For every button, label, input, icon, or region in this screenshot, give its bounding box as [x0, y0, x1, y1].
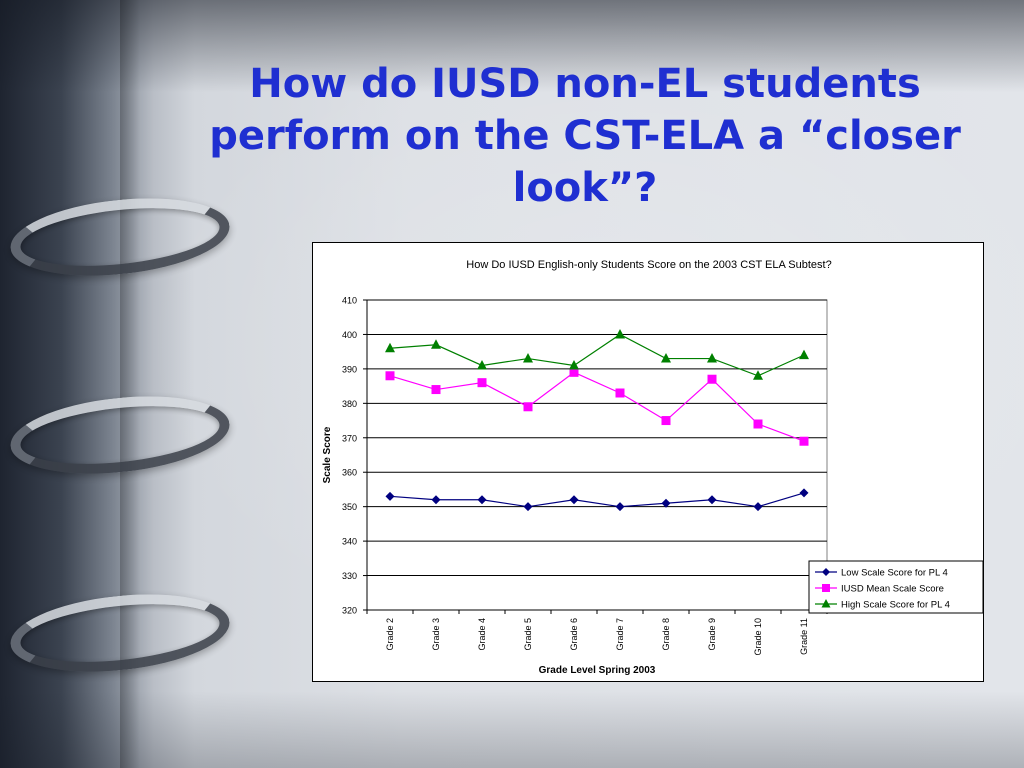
y-tick-label: 370 [342, 433, 357, 443]
data-point-diamond [615, 502, 625, 512]
data-point-diamond [523, 502, 533, 512]
data-point-triangle [799, 349, 809, 360]
data-point-square [707, 374, 717, 384]
y-tick-label: 380 [342, 399, 357, 409]
legend-label: IUSD Mean Scale Score [841, 584, 944, 595]
data-point-diamond [822, 568, 830, 576]
data-point-triangle [821, 599, 831, 608]
series-line [389, 333, 805, 377]
y-tick-label: 410 [342, 296, 357, 306]
y-tick-label: 350 [342, 502, 357, 512]
data-point-triangle [431, 339, 441, 349]
data-point-triangle [615, 328, 625, 339]
chart-title: How Do IUSD English-only Students Score … [466, 259, 831, 271]
data-point-diamond [707, 495, 717, 505]
x-tick-label: Grade 7 [615, 618, 625, 651]
series-line [389, 492, 805, 508]
slide-title: How do IUSD non-EL students perform on t… [209, 61, 961, 211]
data-point-square [661, 416, 671, 426]
data-point-square [477, 378, 487, 388]
data-point-triangle [753, 370, 763, 380]
legend-item: Low Scale Score for PL 4 [815, 568, 948, 579]
legend-item: High Scale Score for PL 4 [815, 599, 950, 611]
data-point-square [523, 402, 533, 412]
x-tick-label: Grade 3 [431, 618, 441, 651]
data-point-square [753, 419, 763, 429]
legend-label: Low Scale Score for PL 4 [841, 568, 948, 579]
legend-item: IUSD Mean Scale Score [815, 584, 944, 595]
legend-box [808, 560, 984, 614]
x-tick-label: Grade 6 [569, 618, 579, 651]
data-point-square [615, 388, 625, 398]
data-point-triangle [523, 353, 533, 363]
x-tick-label: Grade 10 [753, 618, 763, 656]
x-tick-label: Grade 8 [661, 618, 671, 651]
data-point-diamond [569, 495, 579, 505]
chart-container: How Do IUSD English-only Students Score … [312, 242, 984, 682]
series-diamond [385, 488, 809, 512]
x-tick-label: Grade 11 [799, 618, 809, 655]
x-tick-label: Grade 4 [477, 618, 487, 651]
y-tick-label: 390 [342, 364, 357, 374]
series-triangle [385, 328, 809, 380]
data-point-diamond [753, 502, 763, 512]
data-point-square [569, 367, 579, 377]
x-tick-label: Grade 9 [707, 618, 717, 651]
data-point-diamond [477, 495, 487, 505]
legend-label: High Scale Score for PL 4 [841, 600, 950, 611]
series-line [389, 371, 805, 442]
page-edge-shadow [120, 0, 140, 768]
x-tick-label: Grade 2 [385, 618, 395, 651]
data-point-triangle [707, 353, 717, 363]
x-tick-label: Grade 5 [523, 618, 533, 651]
y-tick-label: 340 [342, 537, 357, 547]
y-tick-label: 330 [342, 571, 357, 581]
data-point-square [431, 385, 441, 395]
y-tick-label: 320 [342, 606, 357, 616]
data-point-triangle [477, 359, 487, 370]
y-axis-label: Scale Score [322, 426, 333, 483]
data-point-diamond [799, 488, 809, 498]
y-tick-label: 400 [342, 330, 357, 340]
data-point-triangle [385, 342, 395, 353]
data-point-square [822, 584, 830, 592]
series-square [385, 367, 809, 446]
line-chart: How Do IUSD English-only Students Score … [322, 259, 984, 676]
data-point-triangle [569, 359, 579, 370]
data-point-diamond [385, 491, 395, 501]
data-point-square [799, 436, 809, 446]
data-point-diamond [431, 495, 441, 505]
y-tick-label: 360 [342, 468, 357, 478]
data-point-square [385, 371, 395, 381]
data-point-triangle [661, 353, 671, 363]
data-point-diamond [661, 498, 671, 508]
x-axis-label: Grade Level Spring 2003 [539, 665, 656, 676]
chart-legend: Low Scale Score for PL 4 IUSD Mean Scale … [808, 560, 984, 614]
